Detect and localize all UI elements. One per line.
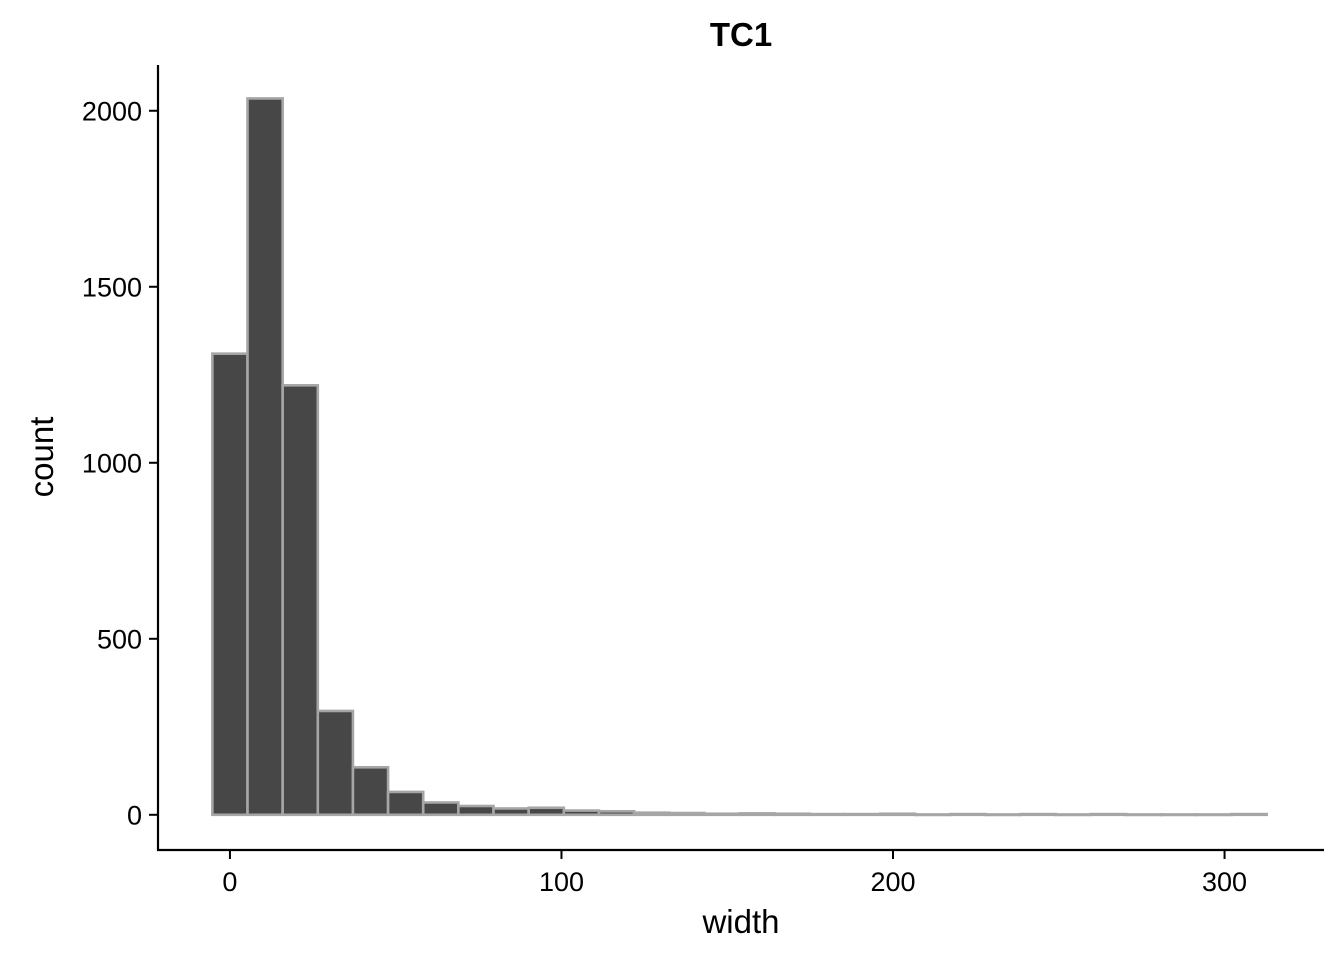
histogram-bar-10: [562, 809, 601, 817]
y-ticks-group: 0 500 1000 1500 2000: [82, 96, 158, 830]
x-tick-label-0: 0: [222, 867, 237, 897]
histogram-bar-20: [913, 813, 952, 817]
histogram-bar-28: [1195, 813, 1233, 817]
histogram-bar-26: [1124, 813, 1163, 817]
y-tick-label-0: 0: [127, 800, 142, 830]
histogram-bar-27: [1159, 813, 1198, 817]
x-tick-label-300: 300: [1202, 867, 1247, 897]
histogram-bar-4: [351, 765, 390, 817]
histogram-bar-13: [667, 811, 706, 817]
histogram-bar-29: [1230, 812, 1268, 817]
histogram-bar-0: [211, 352, 249, 817]
histogram-bar-5: [386, 790, 425, 817]
histogram-bar-7: [457, 804, 495, 817]
histogram-bar-9: [527, 806, 566, 817]
histogram-bar-16: [773, 812, 812, 817]
histogram-bar-24: [1054, 813, 1093, 817]
histogram-bar-17: [808, 812, 847, 817]
histogram-bar-8: [492, 807, 530, 817]
histogram-bar-19: [878, 812, 917, 817]
histogram-bar-14: [703, 812, 741, 817]
y-tick-label-500: 500: [97, 624, 142, 654]
x-axis-title: width: [701, 903, 779, 940]
histogram-bar-3: [316, 709, 355, 817]
y-tick-label-1500: 1500: [82, 272, 142, 302]
histogram-bar-15: [738, 812, 776, 817]
histogram-bar-21: [949, 812, 987, 817]
histogram-bar-25: [1089, 812, 1128, 817]
histogram-bar-2: [281, 384, 320, 817]
histogram-bar-12: [632, 811, 671, 817]
histogram-bar-23: [1019, 812, 1058, 817]
chart-title: TC1: [710, 16, 772, 53]
histogram-bar-1: [246, 97, 284, 817]
y-tick-label-1000: 1000: [82, 448, 142, 478]
x-tick-label-200: 200: [870, 867, 915, 897]
histogram-bar-6: [421, 801, 460, 817]
histogram-bar-18: [843, 812, 882, 817]
bars-group: [211, 97, 1268, 817]
histogram-bar-22: [984, 813, 1022, 817]
x-tick-label-100: 100: [539, 867, 584, 897]
y-tick-label-2000: 2000: [82, 96, 142, 126]
histogram-bar-11: [597, 809, 636, 817]
x-ticks-group: 0 100 200 300: [222, 850, 1247, 897]
y-axis-title: count: [23, 417, 60, 498]
